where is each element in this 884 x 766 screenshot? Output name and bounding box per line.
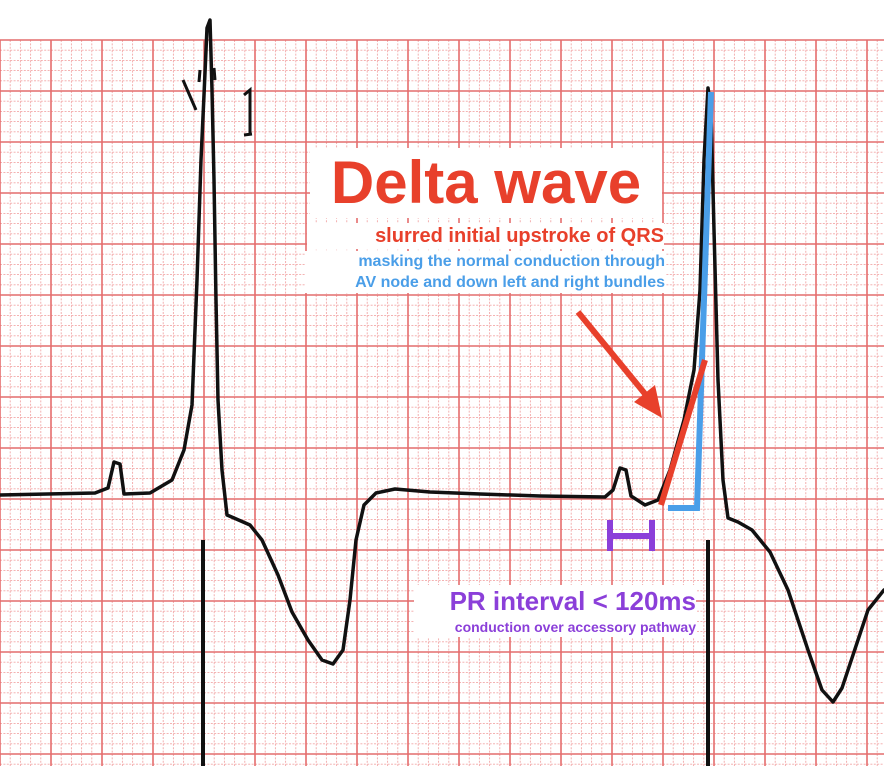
calibration-mark bbox=[181, 67, 253, 137]
delta-wave-note-line2: AV node and down left and right bundles bbox=[355, 274, 665, 291]
delta-arrow bbox=[575, 310, 662, 418]
normal-conduction-line bbox=[668, 91, 714, 511]
delta-wave-note: masking the normal conduction through AV… bbox=[305, 251, 665, 293]
delta-wave-subtitle: slurred initial upstroke of QRS bbox=[307, 223, 664, 249]
delta-wave-line bbox=[658, 359, 708, 506]
pr-interval-bracket bbox=[607, 520, 655, 551]
delta-wave-title: Delta wave bbox=[310, 148, 662, 218]
ecg-trace bbox=[0, 18, 884, 704]
pr-interval-title: PR interval < 120ms bbox=[414, 585, 696, 617]
pr-interval-subtitle: conduction over accessory pathway bbox=[414, 617, 696, 637]
delta-wave-note-line1: masking the normal conduction through bbox=[358, 253, 665, 270]
